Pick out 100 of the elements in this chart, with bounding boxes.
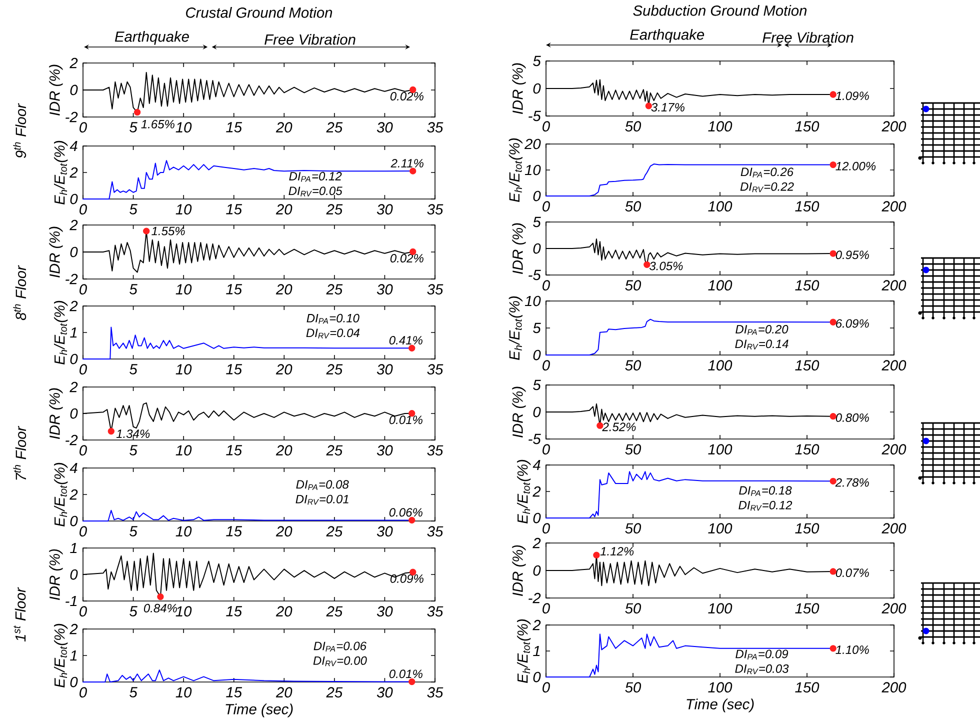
x-tick-label: 150 <box>795 682 820 693</box>
y-tick-label: 1 <box>533 646 540 656</box>
y-tick-label: 4 <box>70 462 78 474</box>
annotation: DI$_{RV}$=0.03 <box>735 664 789 674</box>
x-tick-label: 50 <box>625 603 642 614</box>
annotation: DI$_{PA}$=0.09 <box>736 650 788 660</box>
x-tick-label: 25 <box>326 122 343 133</box>
x-tick-label: 200 <box>882 201 906 212</box>
x-tick-label: 150 <box>795 360 820 371</box>
y-tick-label: 0 <box>533 512 541 524</box>
x-tick-label: 200 <box>882 682 906 693</box>
y-axis-title: IDR (%) <box>49 388 63 439</box>
x-tick-label: 20 <box>276 204 292 215</box>
x-tick-label: 0 <box>80 445 87 456</box>
x-tick-label: 100 <box>708 121 732 132</box>
x-tick-label: 5 <box>130 687 138 698</box>
y-axis-title: IDR (%) <box>49 64 63 116</box>
y-tick-label: 1 <box>70 650 77 661</box>
x-tick-label: 0 <box>80 687 87 698</box>
y-tick-label: -2 <box>66 274 78 284</box>
annotation: DI$_{PA}$=0.10 <box>306 314 360 324</box>
y-axis-title: IDR (%) <box>512 545 526 596</box>
y-tick-label: -5 <box>528 434 541 444</box>
y-tick-label: 2 <box>70 220 78 230</box>
y-axis-title: IDR (%) <box>512 63 526 114</box>
x-tick-label: 5 <box>130 122 138 132</box>
x-tick-label: 0 <box>542 121 550 132</box>
y-tick-label: -2 <box>528 592 541 604</box>
y-tick-label: 0 <box>70 408 78 419</box>
x-tick-label: 0 <box>542 523 550 534</box>
y-axis-title: IDR (%) <box>512 386 526 438</box>
text: 7$^{th}$ Floor <box>13 426 26 480</box>
y-axis-title: E$_{h}$/E$_{tot}$(%) <box>516 460 531 524</box>
y-axis-title: IDR (%) <box>49 226 63 278</box>
y-tick-label: 0 <box>533 565 541 576</box>
y-tick-label: 0 <box>70 84 78 96</box>
y-tick-label: 10 <box>524 296 541 306</box>
x-tick-label: 25 <box>326 526 343 537</box>
y-tick-label: 0 <box>533 350 541 360</box>
x-tick-label: 150 <box>795 280 820 291</box>
x-tick-label: 35 <box>427 204 444 215</box>
x-tick-label: 15 <box>226 364 242 374</box>
x-tick-label: 10 <box>176 606 192 617</box>
y-tick-label: 2 <box>532 538 541 548</box>
y-tick-label: 4 <box>532 460 540 470</box>
annotation: 6.09% <box>836 319 869 328</box>
x-tick-label: 15 <box>226 122 242 132</box>
y-axis-title: E$_{h}$/E$_{tot}$(%) <box>54 300 68 364</box>
x-tick-label: 25 <box>326 445 343 456</box>
x-tick-label: 200 <box>882 603 906 614</box>
x-tick-label: 100 <box>708 603 732 614</box>
x-tick-label: 35 <box>427 526 444 537</box>
annotation: DI$_{RV}$=0.04 <box>306 328 360 338</box>
annotation: 1.65% <box>141 120 174 128</box>
x-axis-title: Time (sec) <box>686 698 754 712</box>
x-tick-label: 20 <box>276 284 292 295</box>
annotation: 3.17% <box>651 103 684 112</box>
x-tick-label: 35 <box>427 122 444 133</box>
text: 8$^{th}$ Floor <box>13 265 26 320</box>
y-tick-label: 0 <box>70 516 78 526</box>
annotation: 3.05% <box>649 262 683 270</box>
y-tick-label: 5 <box>533 216 541 228</box>
annotation: 0.02% <box>390 254 424 262</box>
x-tick-label: 100 <box>708 280 732 291</box>
text: Free Vibration <box>762 32 854 43</box>
y-tick-label: 2 <box>70 624 78 634</box>
annotation: 2.78% <box>835 478 869 487</box>
y-tick-label: 0 <box>533 190 541 202</box>
y-tick-label: 0 <box>533 243 541 254</box>
x-tick-label: 20 <box>276 445 292 456</box>
x-tick-label: 100 <box>708 523 732 534</box>
y-axis-title: E$_{h}$/E$_{tot}$(%) <box>54 140 68 204</box>
y-axis-title: E$_{h}$/E$_{tot}$(%) <box>54 624 68 688</box>
x-tick-label: 30 <box>376 526 393 537</box>
y-axis-title: E$_{h}$/E$_{tot}$(%) <box>516 619 531 683</box>
y-axis-title: IDR (%) <box>512 223 526 274</box>
y-tick-label: 5 <box>533 56 541 66</box>
annotation: DI$_{PA}$=0.20 <box>736 324 788 335</box>
y-tick-label: 10 <box>524 164 541 176</box>
x-tick-label: 10 <box>176 364 192 375</box>
annotation: DI$_{PA}$=0.18 <box>739 486 792 496</box>
x-tick-label: 0 <box>80 204 87 215</box>
x-tick-label: 30 <box>376 364 393 375</box>
y-tick-label: 2 <box>70 300 78 312</box>
chart-title: Crustal Ground Motion <box>186 7 332 18</box>
x-tick-label: 50 <box>625 280 642 291</box>
y-tick-label: 0 <box>70 246 78 258</box>
x-tick-label: 100 <box>708 360 732 371</box>
y-axis-title: E$_{h}$/E$_{tot}$(%) <box>508 296 522 360</box>
annotation: DI$_{RV}$=0.14 <box>735 340 788 350</box>
x-tick-label: 15 <box>226 687 242 698</box>
annotation: 0.41% <box>389 336 422 345</box>
x-tick-label: 0 <box>542 360 550 371</box>
x-tick-label: 0 <box>542 444 550 455</box>
annotation: 0.01% <box>389 416 422 424</box>
x-tick-label: 200 <box>882 280 906 291</box>
x-tick-label: 0 <box>80 364 87 375</box>
text: 1$^{st}$ Floor <box>14 587 26 642</box>
x-tick-label: 100 <box>708 444 732 455</box>
y-tick-label: 2 <box>70 58 78 68</box>
